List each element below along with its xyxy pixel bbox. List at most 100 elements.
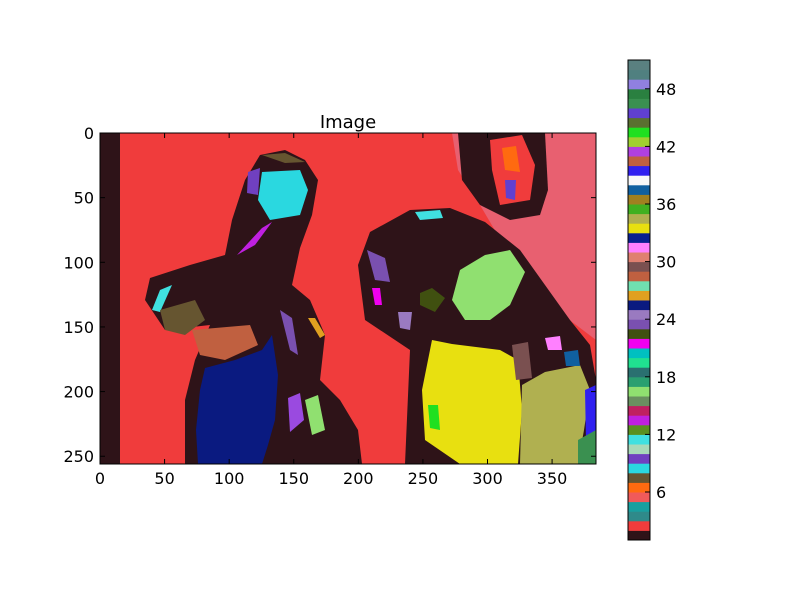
green-spot-region [428, 405, 440, 430]
colorbar-tick-label: 48 [656, 80, 676, 99]
left-rabbit-shape [145, 150, 362, 464]
colorbar-swatch [628, 482, 650, 493]
ear-purple-region [505, 180, 516, 200]
colorbar-swatch [628, 319, 650, 330]
blue-body-region [196, 335, 278, 464]
x-tick-label: 300 [472, 469, 503, 488]
colorbar-swatch [628, 136, 650, 147]
colorbar-swatch [628, 98, 650, 109]
brown-spot-region [512, 342, 532, 380]
y-tick-label: 0 [84, 124, 94, 143]
colorbar-swatch [628, 156, 650, 167]
x-tick-label: 100 [214, 469, 245, 488]
colorbar-swatch [628, 501, 650, 512]
x-tick-label: 200 [343, 469, 374, 488]
colorbar-swatch [628, 492, 650, 503]
blue-spot-region [564, 350, 580, 366]
plot-frame [99, 132, 597, 465]
colorbar-swatch [628, 184, 650, 195]
colorbar-swatch [628, 165, 650, 176]
colorbar-ticks: 6 12 18 24 30 36 42 48 [645, 80, 676, 502]
colorbar-tick-label: 18 [656, 368, 676, 387]
colorbar-tick-label: 24 [656, 310, 676, 329]
cyan-ear-region [258, 170, 308, 220]
colorbar-swatch [628, 367, 650, 378]
colorbar-swatch [628, 175, 650, 186]
colorbar-swatch [628, 271, 650, 282]
right-edge-blue-region [585, 385, 596, 442]
segmentation-image [100, 133, 596, 464]
y-tick-label: 100 [63, 253, 94, 272]
x-axis: 0 50 100 150 200 250 300 350 [95, 133, 567, 488]
colorbar-swatch [628, 213, 650, 224]
colorbar-swatch [628, 386, 650, 397]
cheek-region [160, 300, 205, 335]
x-tick-label: 150 [278, 469, 309, 488]
left-dark-strip [100, 133, 120, 464]
y-axis: 0 50 100 150 200 250 [63, 124, 596, 466]
colorbar-swatch [628, 328, 650, 339]
colorbar-swatch [628, 204, 650, 215]
colorbar-swatch [628, 376, 650, 387]
colorbar-swatch [628, 223, 650, 234]
colorbar-swatch [628, 117, 650, 128]
colorbar-swatch [628, 434, 650, 445]
colorbar-swatch [628, 472, 650, 483]
green-patch-region [305, 395, 325, 435]
colorbar-swatch [628, 511, 650, 522]
colorbar: 6 12 18 24 30 36 42 48 [627, 59, 676, 541]
violet-patch-region [288, 393, 304, 432]
x-tick-label: 0 [95, 469, 105, 488]
colorbar-swatches [628, 60, 650, 541]
olive-region [420, 288, 445, 312]
purple-stripe-region [280, 310, 298, 355]
image-plot: 0 50 100 150 200 250 300 350 0 50 100 150 200 250 [63, 124, 597, 488]
lavender-region [367, 250, 390, 282]
colorbar-tick-label: 6 [656, 483, 666, 502]
colorbar-swatch [628, 453, 650, 464]
x-tick-label: 250 [408, 469, 439, 488]
y-tick-label: 250 [63, 447, 94, 466]
colorbar-swatch [628, 127, 650, 138]
colorbar-swatch [628, 232, 650, 243]
x-tick-label: 350 [537, 469, 568, 488]
yellow-body-region [422, 340, 522, 464]
top-cyan-spot-region [415, 210, 443, 220]
colorbar-swatch [628, 242, 650, 253]
colorbar-swatch [628, 261, 650, 272]
colorbar-swatch [628, 79, 650, 90]
colorbar-swatch [628, 463, 650, 474]
tan-body-region [520, 365, 590, 464]
y-tick-label: 200 [63, 383, 94, 402]
colorbar-swatch [628, 405, 650, 416]
colorbar-frame [627, 59, 651, 541]
chart-title: Image [320, 112, 376, 133]
colorbar-swatch [628, 108, 650, 119]
colorbar-swatch [628, 338, 650, 349]
colorbar-swatch [628, 357, 650, 368]
colorbar-swatch [628, 252, 650, 263]
colorbar-swatch [628, 415, 650, 426]
colorbar-tick-label: 12 [656, 425, 676, 444]
right-edge-green-region [578, 430, 596, 464]
colorbar-swatch [628, 88, 650, 99]
colorbar-tick-label: 30 [656, 253, 676, 272]
orange-stripe-region [308, 318, 325, 338]
colorbar-swatch [628, 424, 650, 435]
colorbar-swatch [628, 60, 650, 71]
colorbar-swatch [628, 146, 650, 157]
colorbar-swatch [628, 530, 650, 541]
lilac-spot-region [398, 312, 412, 330]
ear-tip-region [262, 153, 305, 163]
colorbar-swatch [628, 396, 650, 407]
colorbar-swatch [628, 290, 650, 301]
x-tick-label: 50 [154, 469, 174, 488]
colorbar-swatch [628, 520, 650, 531]
y-tick-label: 50 [74, 189, 94, 208]
cyan-edge-region [152, 285, 172, 312]
colorbar-swatch [628, 444, 650, 455]
colorbar-swatch [628, 280, 650, 291]
colorbar-swatch [628, 300, 650, 311]
mouth-region [192, 325, 258, 360]
